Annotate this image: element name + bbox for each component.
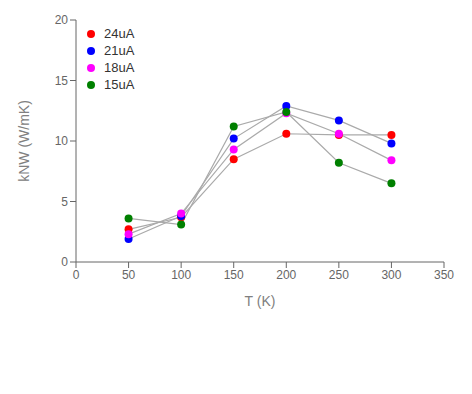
svg-text:5: 5 xyxy=(61,195,68,209)
svg-text:300: 300 xyxy=(381,268,401,282)
svg-text:15: 15 xyxy=(55,74,69,88)
svg-text:0: 0 xyxy=(61,255,68,269)
svg-text:20: 20 xyxy=(55,13,69,27)
svg-text:50: 50 xyxy=(122,268,136,282)
html-text:24uA: 24uA xyxy=(104,26,135,41)
html-text:15uA: 15uA xyxy=(104,77,135,92)
svg-text:250: 250 xyxy=(329,268,349,282)
svg-text:200: 200 xyxy=(276,268,296,282)
svg-text:100: 100 xyxy=(171,268,191,282)
html-text:21uA: 21uA xyxy=(104,43,135,58)
html-text:18uA: 18uA xyxy=(104,60,135,75)
svg-text:350: 350 xyxy=(434,268,454,282)
svg-text:kNW (W/mK): kNW (W/mK) xyxy=(16,100,32,182)
svg-text:0: 0 xyxy=(73,268,80,282)
svg-text:10: 10 xyxy=(55,134,69,148)
svg-text:150: 150 xyxy=(224,268,244,282)
svg-text:T (K): T (K) xyxy=(245,293,276,309)
